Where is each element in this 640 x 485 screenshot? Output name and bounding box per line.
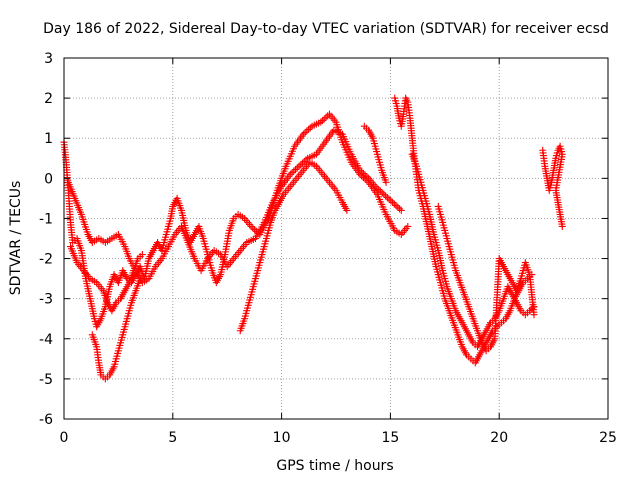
data-point	[373, 184, 381, 192]
data-point	[302, 156, 310, 164]
y-tick-label: 0	[44, 171, 53, 187]
data-point	[286, 170, 294, 178]
series-trace-b	[64, 126, 405, 287]
data-point	[382, 192, 390, 200]
data-point	[375, 186, 383, 194]
y-tick-label: 3	[44, 51, 53, 67]
data-point	[319, 117, 327, 125]
series-trace-d	[88, 275, 144, 383]
series-trace-j	[539, 142, 566, 230]
x-tick-label: 25	[599, 430, 617, 446]
data-point	[371, 182, 379, 190]
ticks: 0 5 10 15 20 25 -6 -5 -4 -3 -2 -1 0 1 2 3	[39, 51, 617, 446]
data-point	[292, 166, 300, 174]
series-trace-a	[60, 110, 412, 331]
data-point	[359, 170, 367, 178]
y-tick-label: 1	[44, 131, 53, 147]
data-point	[301, 129, 309, 137]
plot-frame	[63, 57, 609, 420]
data-point	[317, 118, 325, 126]
data-point	[138, 251, 146, 259]
data-point	[251, 226, 259, 234]
data-point	[247, 222, 255, 230]
data-point	[343, 206, 351, 214]
series-trace-f	[360, 122, 390, 186]
data-point	[300, 157, 308, 165]
data-point	[299, 130, 307, 138]
data-point	[390, 200, 398, 208]
data-points	[60, 94, 566, 383]
data-point	[305, 125, 313, 133]
data-point	[558, 222, 566, 230]
data-point	[356, 166, 364, 174]
data-point	[387, 197, 395, 205]
chart-title: Day 186 of 2022, Sidereal Day-to-day VTE…	[43, 21, 609, 37]
data-point	[380, 190, 388, 198]
y-axis-label: SDTVAR / TECUs	[8, 181, 24, 296]
y-tick-label: 2	[44, 91, 53, 107]
data-point	[404, 222, 412, 230]
x-tick-label: 5	[168, 430, 177, 446]
y-tick-label: -5	[39, 372, 53, 388]
data-point	[389, 198, 397, 206]
data-point	[530, 311, 538, 319]
series-trace-c	[67, 243, 146, 315]
x-tick-label: 0	[60, 430, 69, 446]
data-point	[136, 275, 144, 283]
data-point	[376, 187, 384, 195]
data-point	[397, 206, 405, 214]
data-point	[394, 203, 402, 211]
series-trace-e	[236, 158, 351, 335]
y-tick-label: -2	[39, 252, 53, 268]
y-tick-label: -1	[39, 211, 53, 227]
x-axis-label: GPS time / hours	[276, 458, 393, 474]
series-trace-i	[434, 202, 538, 355]
data-point	[306, 124, 314, 132]
y-tick-label: -4	[39, 332, 53, 348]
data-point	[288, 169, 296, 177]
x-tick-label: 20	[490, 430, 508, 446]
data-point	[383, 194, 391, 202]
data-point	[295, 162, 303, 170]
data-point	[358, 168, 366, 176]
x-tick-label: 15	[381, 430, 399, 446]
data-point	[303, 127, 311, 135]
y-tick-label: -6	[39, 412, 53, 428]
data-point	[396, 205, 404, 213]
data-point	[320, 115, 328, 123]
data-point	[293, 164, 301, 172]
data-point	[382, 178, 390, 186]
y-tick-label: -3	[39, 292, 53, 308]
data-point	[298, 159, 306, 167]
data-point	[385, 195, 393, 203]
data-point	[249, 224, 257, 232]
data-point	[297, 161, 305, 169]
data-point	[361, 171, 369, 179]
series-trace-g	[391, 94, 536, 367]
x-tick-label: 10	[273, 430, 291, 446]
data-point	[378, 189, 386, 197]
data-point	[290, 167, 298, 175]
data-point	[363, 173, 371, 181]
data-point	[322, 113, 330, 121]
data-point	[392, 202, 400, 210]
